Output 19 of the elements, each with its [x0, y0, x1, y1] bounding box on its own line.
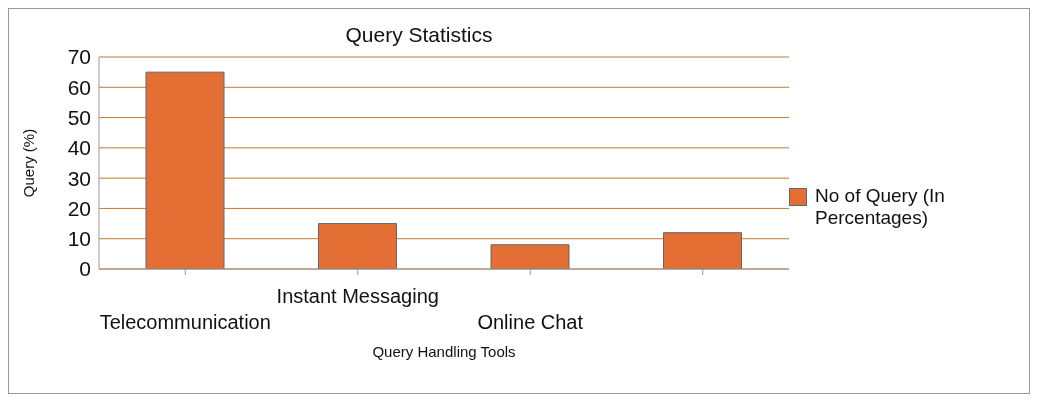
- bar: [663, 232, 742, 269]
- bar: [490, 244, 570, 269]
- chart-title: Query Statistics: [344, 23, 494, 47]
- y-axis-title: Query (%): [20, 128, 38, 198]
- x-tick-label: Instant Messaging: [276, 285, 439, 307]
- bar: [145, 71, 225, 269]
- y-tick-label: 60: [67, 75, 91, 99]
- bar: [318, 223, 397, 269]
- y-tick-label: 70: [67, 45, 91, 69]
- x-axis-title: Query Handling Tools: [372, 343, 516, 360]
- y-tick-label: 50: [67, 106, 91, 130]
- y-tick-label: 40: [67, 136, 91, 160]
- y-tick-label: 20: [67, 196, 91, 220]
- x-tick-label: Online Chat: [477, 311, 584, 333]
- y-tick-label: 10: [67, 227, 91, 251]
- legend-label: No of Query (In Percentages): [815, 185, 946, 229]
- x-tick-label: Telecommunication: [99, 311, 271, 333]
- y-tick-label: 0: [79, 257, 91, 281]
- y-tick-label: 30: [67, 166, 91, 190]
